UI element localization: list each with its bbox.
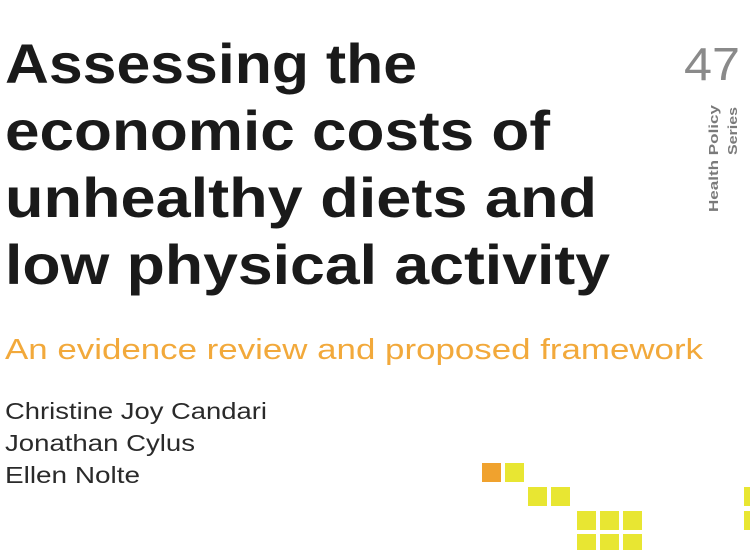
square (744, 511, 750, 530)
title-line: Assessing the (5, 32, 417, 95)
title-line: unhealthy diets and (5, 166, 597, 229)
series-number: 47 (684, 38, 740, 90)
square (577, 534, 596, 550)
square (505, 463, 524, 482)
title-line: economic costs of (5, 99, 550, 162)
square (744, 487, 750, 506)
square (482, 463, 501, 482)
title-line: low physical activity (5, 233, 610, 296)
subtitle: An evidence review and proposed framewor… (5, 334, 704, 366)
decoration (482, 463, 750, 550)
square (528, 487, 547, 506)
square (623, 534, 642, 550)
author: Christine Joy Candari (5, 398, 267, 424)
author: Jonathan Cylus (5, 430, 195, 456)
author: Ellen Nolte (5, 462, 140, 488)
series-label: Series (725, 107, 740, 155)
series-label: Health Policy (706, 104, 721, 212)
square (551, 487, 570, 506)
square (600, 511, 619, 530)
square (623, 511, 642, 530)
square (600, 534, 619, 550)
square (577, 511, 596, 530)
